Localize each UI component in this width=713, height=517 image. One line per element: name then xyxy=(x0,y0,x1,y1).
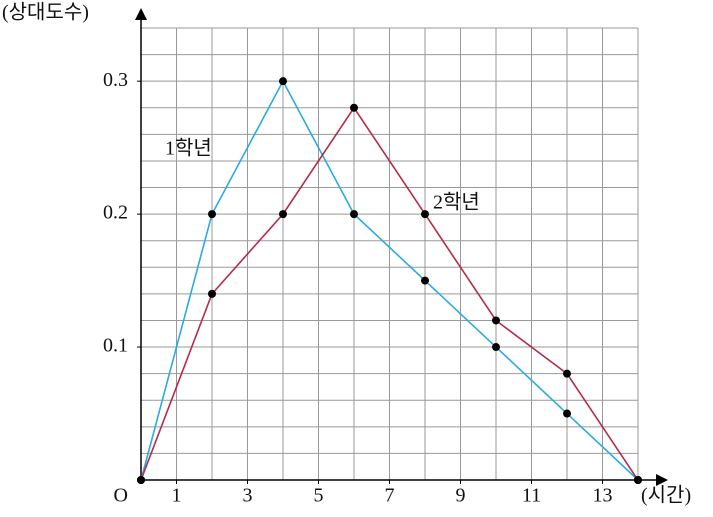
y-tick-label: 0.2 xyxy=(103,202,128,224)
y-tick-label: 0.3 xyxy=(103,69,128,91)
origin-label: O xyxy=(114,485,128,507)
y-tick-label: 0.1 xyxy=(103,335,128,357)
x-tick-label: 1 xyxy=(172,485,182,507)
data-point xyxy=(279,77,287,86)
data-point xyxy=(492,343,500,352)
series-label: 2학년 xyxy=(433,191,480,214)
series-line xyxy=(140,106,639,481)
data-point xyxy=(563,409,571,418)
x-tick-label: 13 xyxy=(593,485,613,507)
x-axis-label: (시간) xyxy=(641,484,691,507)
data-point xyxy=(634,476,642,484)
x-tick-label: 3 xyxy=(243,485,253,507)
data-point xyxy=(350,210,358,219)
data-point xyxy=(208,210,216,219)
data-point xyxy=(421,276,429,285)
data-point xyxy=(350,103,358,112)
data-point xyxy=(208,289,216,298)
data-point xyxy=(137,476,145,484)
data-point xyxy=(563,369,571,378)
y-axis-arrow xyxy=(135,8,147,20)
x-tick-label: 11 xyxy=(522,485,541,507)
y-axis-label: (상대도수) xyxy=(2,1,89,24)
data-point xyxy=(279,210,287,219)
x-tick-label: 9 xyxy=(456,485,466,507)
series-label: 1학년 xyxy=(165,137,212,160)
x-tick-label: 7 xyxy=(385,485,395,507)
data-point xyxy=(492,316,500,325)
x-axis-arrow xyxy=(656,474,668,486)
series-line xyxy=(140,79,639,481)
data-point xyxy=(421,210,429,219)
x-tick-label: 5 xyxy=(314,485,324,507)
